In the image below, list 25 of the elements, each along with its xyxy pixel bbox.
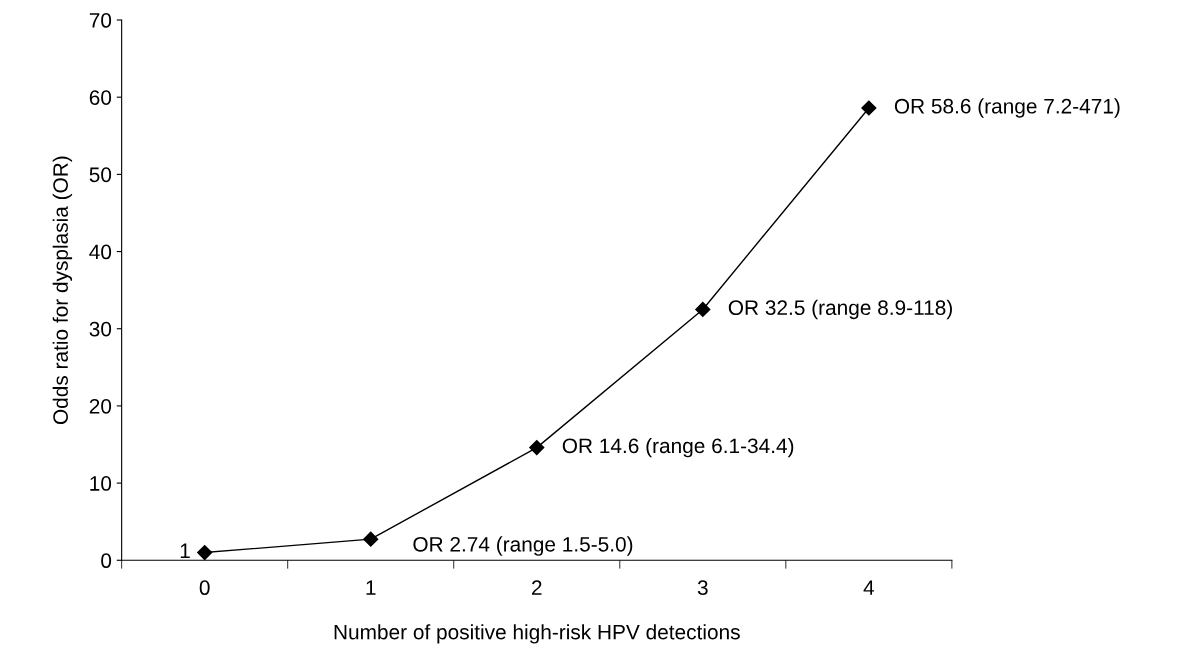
y-tick-label: 40 [89, 244, 112, 260]
x-tick-label: 0 [199, 580, 210, 596]
annotation: OR 14.6 (range 6.1-34.4) [562, 437, 794, 458]
point [695, 301, 711, 318]
y-tick-label: 10 [90, 476, 112, 491]
annotation: OR 32.5 (range 8.9-118) [728, 299, 952, 320]
point [529, 440, 545, 456]
y-tick-label: 60 [89, 90, 112, 105]
x-tick-label: 1 [366, 580, 376, 595]
y-tick-label: 70 [89, 13, 112, 28]
annotation: OR 58.6 (range 7.2-471) [894, 98, 1120, 118]
point [363, 531, 379, 547]
point [197, 544, 213, 561]
y-tick-label: 20 [89, 398, 112, 414]
y-tick-label: 50 [89, 167, 112, 183]
point [861, 100, 877, 116]
x-tick-label: 3 [697, 580, 708, 596]
x-tick-label: 4 [863, 580, 875, 595]
annotation: OR 2.74 (range 1.5-5.0) [413, 536, 633, 556]
y-axis-title: Odds ratio for dysplasia (OR) [52, 156, 73, 425]
y-tick-label: 0 [101, 553, 112, 569]
y-tick-label: 30 [89, 321, 112, 337]
x-tick-label: 2 [532, 580, 542, 595]
annotation: 1 [180, 543, 190, 558]
x-axis-title: Number of positive high-risk HPV detections [334, 624, 740, 644]
